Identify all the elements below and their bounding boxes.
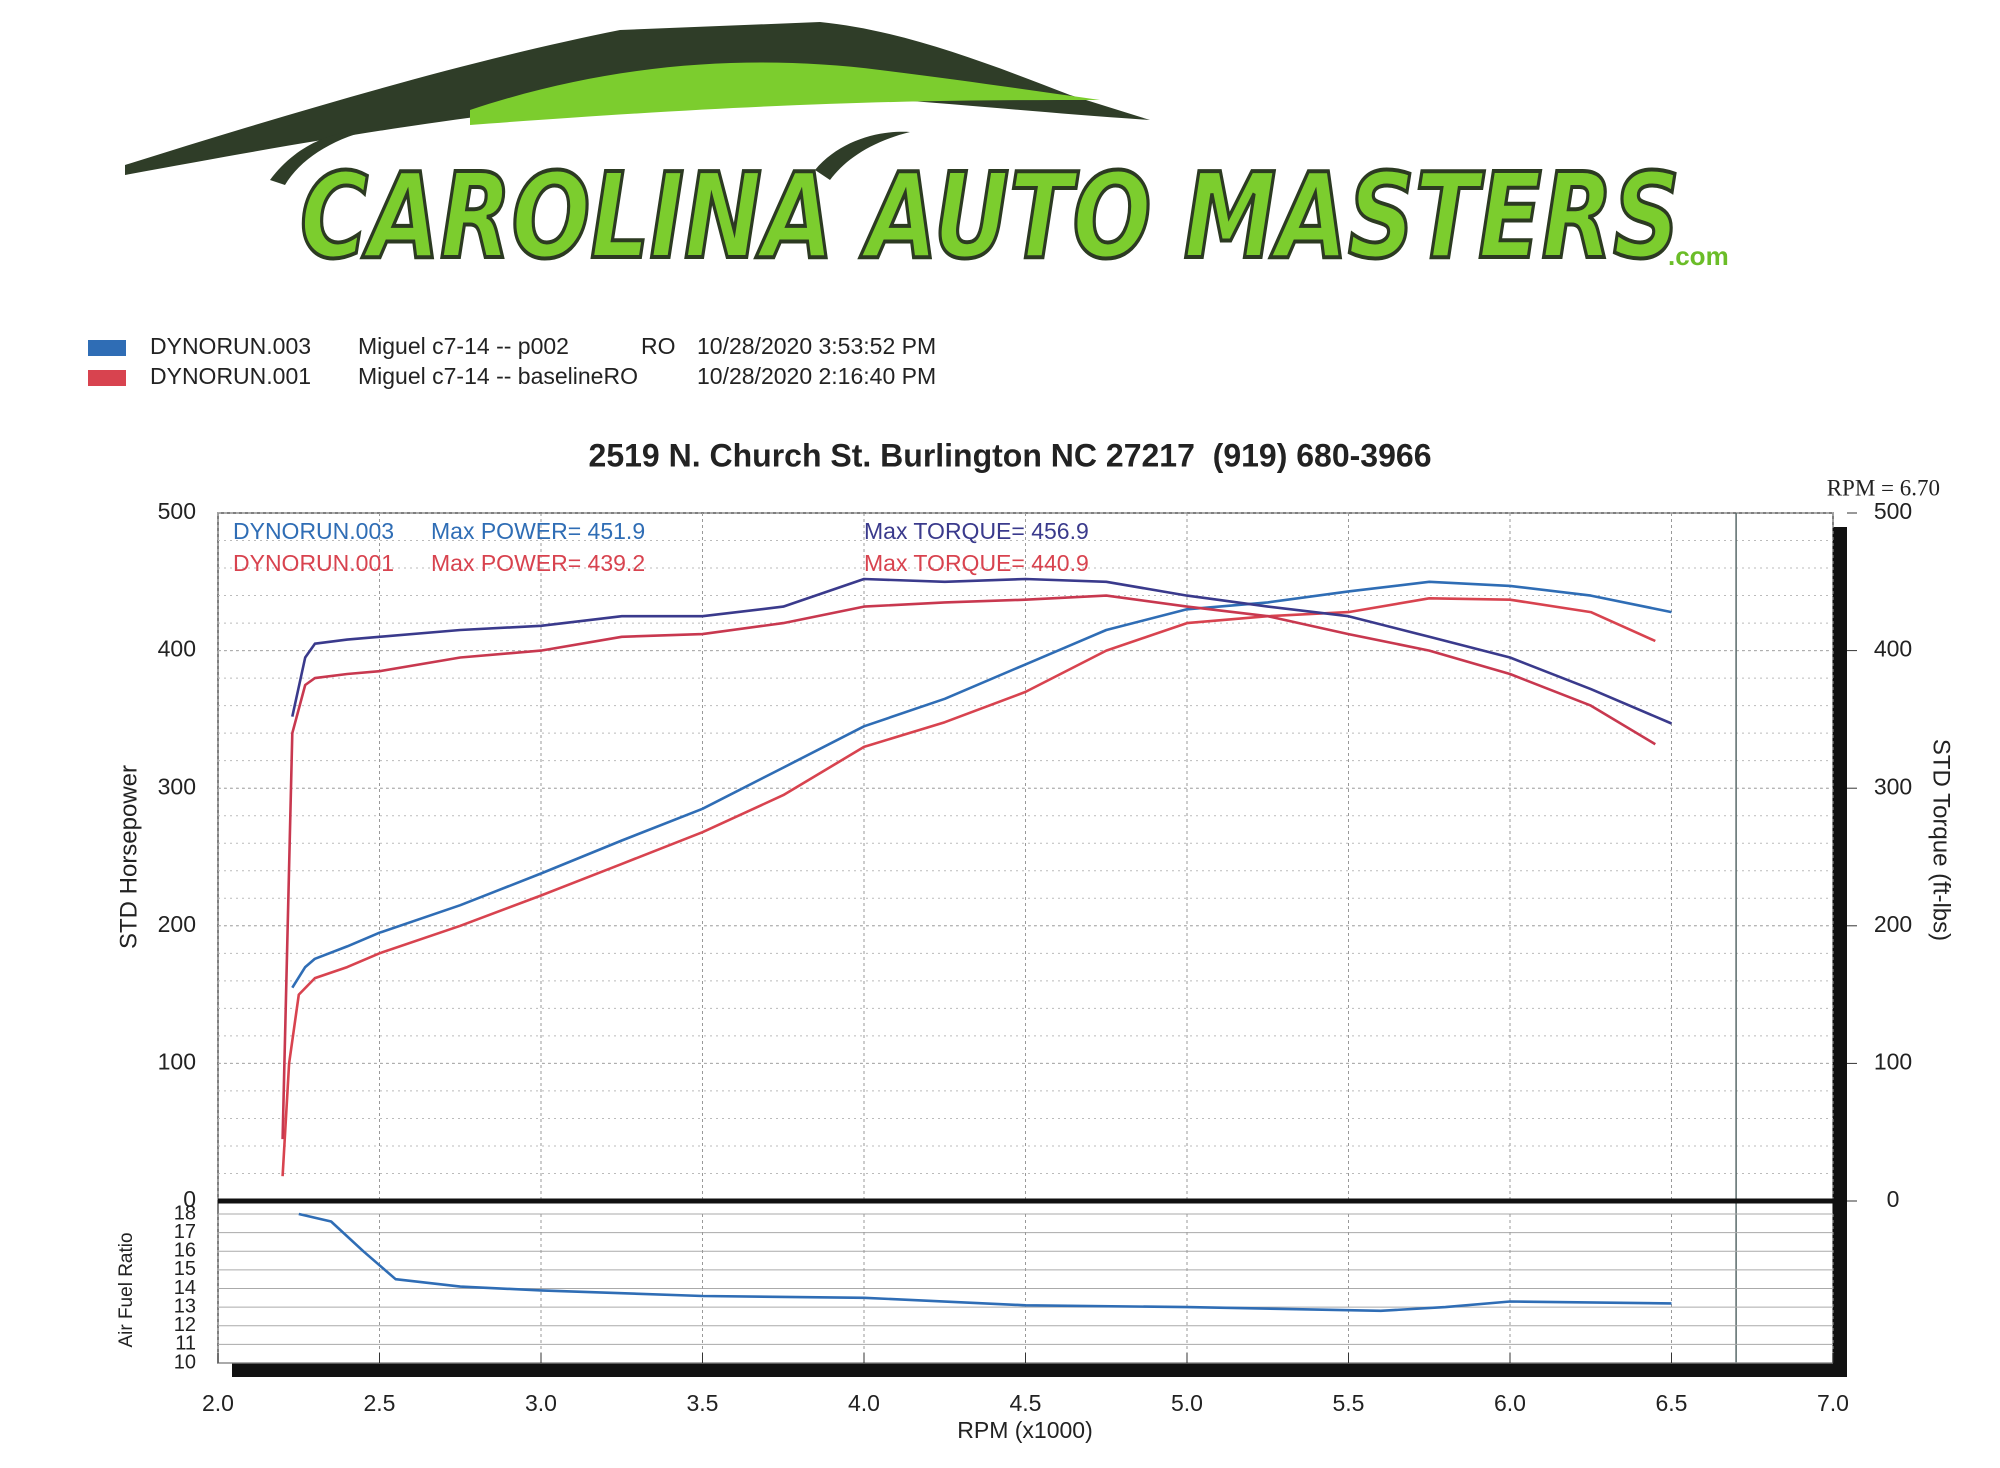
y-tick-label: 0 <box>183 1186 196 1212</box>
y-axis-label: STD Horsepower <box>115 765 142 949</box>
y-tick-label: 100 <box>158 1048 196 1074</box>
stat-power: Max POWER= 439.2 <box>431 550 645 576</box>
x-tick-label: 6.0 <box>1494 1390 1526 1416</box>
y-tick-label: 400 <box>158 636 196 662</box>
y2-tick-label: 500 <box>1874 498 1912 524</box>
x-tick-label: 2.5 <box>364 1390 396 1416</box>
legend-description: Miguel c7-14 -- p002 <box>358 333 569 359</box>
chart-title: 2519 N. Church St. Burlington NC 27217 (… <box>589 437 1432 473</box>
legend-swatch <box>88 370 126 386</box>
logo: CAROLINA AUTO MASTERS .com <box>125 22 1729 287</box>
data-line <box>281 597 1656 1177</box>
x-tick-label: 7.0 <box>1817 1390 1849 1416</box>
logo-text: CAROLINA AUTO MASTERS <box>300 147 1680 285</box>
data-line <box>291 580 1672 989</box>
x-tick-label: 4.0 <box>848 1390 880 1416</box>
stat-torque: Max TORQUE= 456.9 <box>864 518 1089 544</box>
x-tick-label: 3.5 <box>687 1390 719 1416</box>
logo-wheel <box>270 130 370 185</box>
data-line <box>291 577 1673 725</box>
legend-swatch <box>88 340 126 356</box>
y-tick-label: 10 <box>174 1351 196 1373</box>
right-bar <box>1833 527 1847 1377</box>
y-tick-label: 12 <box>174 1314 196 1336</box>
y-tick-label: 11 <box>175 1333 196 1355</box>
x-tick-label: 6.5 <box>1656 1390 1688 1416</box>
afr-axis-label: Air Fuel Ratio <box>116 1232 137 1347</box>
logo-swoosh <box>470 62 1100 125</box>
y-tick-label: 17 <box>174 1221 196 1243</box>
y-tick-label: 500 <box>158 498 196 524</box>
y-tick-label: 14 <box>174 1277 196 1299</box>
x-tick-label: 4.5 <box>1010 1390 1042 1416</box>
y-tick-label: 15 <box>174 1258 196 1280</box>
logo-suffix: .com <box>1668 241 1729 271</box>
bottom-bar <box>232 1363 1847 1377</box>
x-tick-label: 5.5 <box>1333 1390 1365 1416</box>
legend-run: DYNORUN.003 <box>150 333 311 359</box>
y2-tick-label: 300 <box>1874 773 1912 799</box>
stat-run: DYNORUN.001 <box>233 550 394 576</box>
y-tick-label: 300 <box>158 773 196 799</box>
y2-tick-label: 400 <box>1874 636 1912 662</box>
x-tick-label: 5.0 <box>1171 1390 1203 1416</box>
stat-run: DYNORUN.003 <box>233 518 394 544</box>
y-tick-label: 200 <box>158 911 196 937</box>
y2-axis-label: STD Torque (ft-lbs) <box>1928 739 1955 941</box>
y2-tick-label: 100 <box>1874 1048 1912 1074</box>
y-tick-label: 13 <box>174 1295 196 1317</box>
data-line <box>281 594 1656 1140</box>
legend-date: 10/28/2020 2:16:40 PM <box>697 363 936 389</box>
legend-run: DYNORUN.001 <box>150 363 311 389</box>
y-tick-label: 18 <box>174 1202 196 1224</box>
x-tick-label: 2.0 <box>202 1390 234 1416</box>
rpm-cursor-label: RPM = 6.70 <box>1827 475 1940 500</box>
logo-wheel <box>815 131 910 180</box>
y2-tick-label: 0 <box>1887 1186 1900 1212</box>
x-tick-label: 3.0 <box>525 1390 557 1416</box>
x-axis-label: RPM (x1000) <box>957 1417 1092 1443</box>
legend-date: 10/28/2020 3:53:52 PM <box>697 333 936 359</box>
legend: DYNORUN.003 Miguel c7-14 -- p002 RO 10/28/2… <box>88 333 936 389</box>
y2-tick-label: 200 <box>1874 911 1912 937</box>
data-line <box>298 1212 1672 1313</box>
legend-description: Miguel c7-14 -- baselineRO <box>358 363 638 389</box>
stat-torque: Max TORQUE= 440.9 <box>864 550 1089 576</box>
legend-flag: RO <box>641 333 676 359</box>
y-tick-label: 16 <box>174 1240 196 1262</box>
stat-power: Max POWER= 451.9 <box>431 518 645 544</box>
